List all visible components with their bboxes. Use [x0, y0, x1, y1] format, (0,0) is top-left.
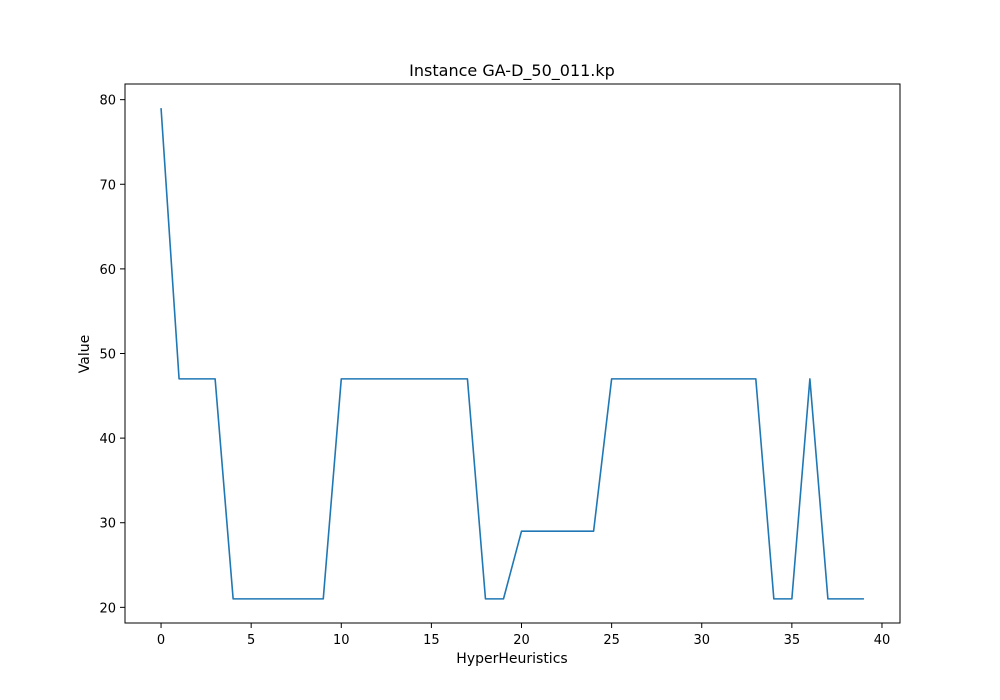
plot-area: [160, 108, 864, 600]
y-tick-label: 70: [99, 178, 116, 193]
x-tick-label: 15: [423, 633, 440, 648]
plot-frame: [124, 83, 901, 624]
y-tick-label: 80: [99, 94, 116, 109]
y-axis: 20 30 40 50 60 70 80: [99, 94, 125, 616]
x-tick-label: 5: [247, 633, 255, 648]
x-tick-label: 25: [603, 633, 620, 648]
y-tick-label: 50: [99, 348, 116, 363]
y-tick-label: 60: [99, 263, 116, 278]
y-tick-label: 40: [99, 432, 116, 447]
x-tick-label: 30: [693, 633, 710, 648]
y-tick-label: 20: [99, 601, 116, 616]
x-tick-label: 35: [784, 633, 801, 648]
x-axis-label: HyperHeuristics: [456, 651, 567, 667]
chart-title: Instance GA-D_50_011.kp: [409, 61, 615, 81]
x-tick-label: 20: [513, 633, 530, 648]
x-tick-label: 10: [333, 633, 350, 648]
series-line: [160, 108, 864, 600]
x-tick-label: 0: [157, 633, 165, 648]
x-tick-label: 40: [874, 633, 891, 648]
y-axis-label: Value: [77, 335, 93, 373]
y-tick-label: 30: [99, 517, 116, 532]
x-axis: 0 5 10 15 20 25 30 35 40: [157, 623, 890, 648]
